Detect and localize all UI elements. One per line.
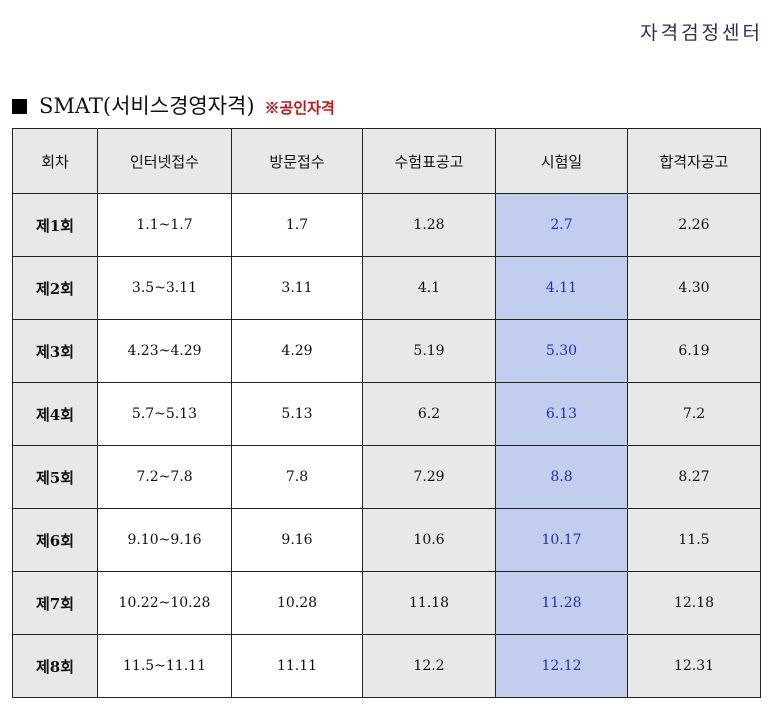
exam-cell: 10.17	[495, 508, 628, 572]
header-result: 합격자공고	[627, 128, 761, 194]
table-row: 제4회 5.7~5.13 5.13 6.2 6.13 7.2	[12, 382, 761, 446]
exam-cell: 2.7	[495, 193, 628, 257]
schedule-table: 회차 인터넷접수 방문접수 수험표공고 시험일 합격자공고 제1회 1.1~1.…	[12, 128, 761, 698]
result-cell: 4.30	[627, 256, 761, 320]
heading-title: SMAT(서비스경영자격)	[39, 94, 255, 118]
internet-cell: 9.10~9.16	[97, 508, 232, 572]
table-row: 제5회 7.2~7.8 7.8 7.29 8.8 8.27	[12, 445, 761, 509]
certification-note: ※공인자격	[264, 99, 335, 117]
internet-cell: 7.2~7.8	[97, 445, 232, 509]
result-cell: 7.2	[627, 382, 761, 446]
visit-cell: 10.28	[231, 571, 363, 635]
exam-cell: 12.12	[495, 634, 628, 698]
ticket-cell: 10.6	[362, 508, 496, 572]
header-internet: 인터넷접수	[97, 128, 232, 194]
visit-cell: 1.7	[231, 193, 363, 257]
round-cell: 제2회	[12, 256, 98, 320]
table-row: 제2회 3.5~3.11 3.11 4.1 4.11 4.30	[12, 256, 761, 320]
exam-cell: 8.8	[495, 445, 628, 509]
result-cell: 8.27	[627, 445, 761, 509]
brand-title: 자격검정센터	[640, 22, 763, 44]
internet-cell: 3.5~3.11	[97, 256, 232, 320]
table-row: 제6회 9.10~9.16 9.16 10.6 10.17 11.5	[12, 508, 761, 572]
result-cell: 6.19	[627, 319, 761, 383]
visit-cell: 11.11	[231, 634, 363, 698]
exam-cell: 5.30	[495, 319, 628, 383]
table-row: 제7회 10.22~10.28 10.28 11.18 11.28 12.18	[12, 571, 761, 635]
ticket-cell: 6.2	[362, 382, 496, 446]
result-cell: 11.5	[627, 508, 761, 572]
exam-cell: 4.11	[495, 256, 628, 320]
visit-cell: 4.29	[231, 319, 363, 383]
internet-cell: 4.23~4.29	[97, 319, 232, 383]
ticket-cell: 12.2	[362, 634, 496, 698]
result-cell: 12.18	[627, 571, 761, 635]
table-row: 제8회 11.5~11.11 11.11 12.2 12.12 12.31	[12, 634, 761, 698]
header-exam: 시험일	[495, 128, 628, 194]
round-cell: 제4회	[12, 382, 98, 446]
section-heading: SMAT(서비스경영자격) ※공인자격	[12, 90, 335, 120]
table-row: 제3회 4.23~4.29 4.29 5.19 5.30 6.19	[12, 319, 761, 383]
ticket-cell: 5.19	[362, 319, 496, 383]
round-cell: 제1회	[12, 193, 98, 257]
round-cell: 제8회	[12, 634, 98, 698]
table-row: 제1회 1.1~1.7 1.7 1.28 2.7 2.26	[12, 193, 761, 257]
internet-cell: 1.1~1.7	[97, 193, 232, 257]
table-header-row: 회차 인터넷접수 방문접수 수험표공고 시험일 합격자공고	[12, 128, 761, 194]
ticket-cell: 7.29	[362, 445, 496, 509]
exam-cell: 6.13	[495, 382, 628, 446]
visit-cell: 7.8	[231, 445, 363, 509]
round-cell: 제3회	[12, 319, 98, 383]
internet-cell: 5.7~5.13	[97, 382, 232, 446]
internet-cell: 11.5~11.11	[97, 634, 232, 698]
header-visit: 방문접수	[231, 128, 363, 194]
result-cell: 2.26	[627, 193, 761, 257]
ticket-cell: 4.1	[362, 256, 496, 320]
exam-cell: 11.28	[495, 571, 628, 635]
square-bullet-icon	[12, 99, 27, 114]
internet-cell: 10.22~10.28	[97, 571, 232, 635]
round-cell: 제5회	[12, 445, 98, 509]
header-ticket: 수험표공고	[362, 128, 496, 194]
result-cell: 12.31	[627, 634, 761, 698]
visit-cell: 9.16	[231, 508, 363, 572]
visit-cell: 5.13	[231, 382, 363, 446]
ticket-cell: 1.28	[362, 193, 496, 257]
header-round: 회차	[12, 128, 98, 194]
round-cell: 제7회	[12, 571, 98, 635]
visit-cell: 3.11	[231, 256, 363, 320]
ticket-cell: 11.18	[362, 571, 496, 635]
round-cell: 제6회	[12, 508, 98, 572]
